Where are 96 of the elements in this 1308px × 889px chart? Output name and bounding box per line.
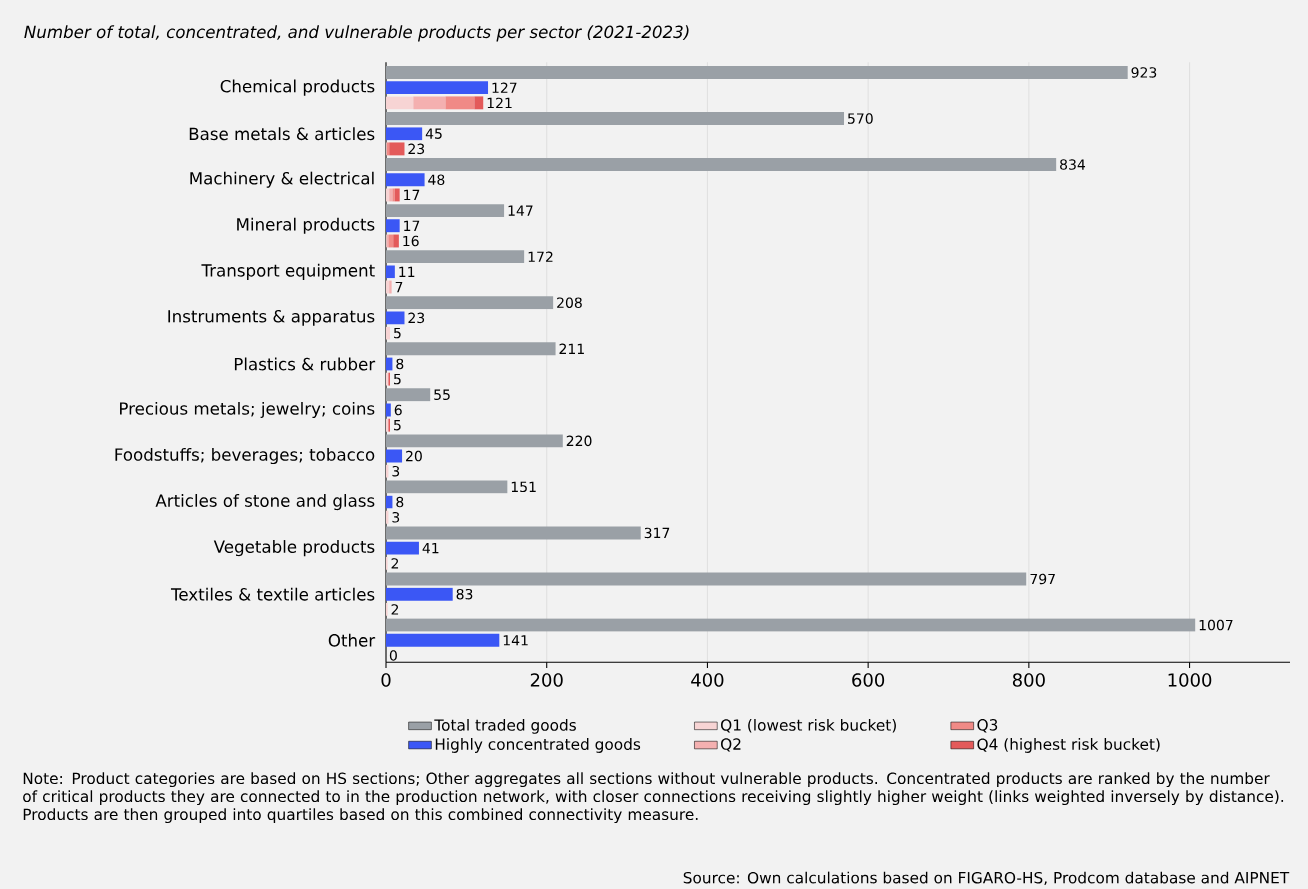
bar xyxy=(386,250,525,263)
bar xyxy=(386,434,563,448)
legend-label: Q1 (lowest risk bucket) xyxy=(721,718,896,733)
bar xyxy=(386,204,505,217)
bar xyxy=(386,480,508,494)
bar xyxy=(389,142,405,156)
annotation: 0 xyxy=(389,649,397,661)
annotation: 5 xyxy=(394,419,401,431)
data-label: 8 xyxy=(396,496,404,508)
annotation: 2 xyxy=(391,604,399,615)
bar xyxy=(386,618,1196,632)
data-label: 48 xyxy=(428,174,445,185)
data-label: 211 xyxy=(559,343,584,354)
annotation: 3 xyxy=(392,465,400,477)
annotation: 5 xyxy=(394,373,401,385)
bar xyxy=(386,342,556,356)
data-label: 55 xyxy=(434,389,450,400)
data-label: 570 xyxy=(848,113,873,124)
bar xyxy=(413,96,446,110)
bar xyxy=(386,127,423,140)
legend-label: Q2 xyxy=(721,738,741,752)
data-label: 45 xyxy=(425,128,442,139)
bar xyxy=(386,157,1057,171)
source-note: Source: Own calculations based on FIGARO-HS, Prodcom database and AIPNET xyxy=(683,871,1290,885)
annotation: 23 xyxy=(408,143,425,155)
x-tick-label: 600 xyxy=(852,673,885,687)
data-label: 797 xyxy=(1030,573,1055,585)
data-label: 220 xyxy=(566,435,592,446)
x-tick-label: 200 xyxy=(530,673,563,687)
bar xyxy=(386,633,500,647)
y-tick-label: Precious metals; jewelry; coins xyxy=(120,401,375,418)
annotation: 7 xyxy=(395,281,403,292)
y-tick-label: Base metals & articles xyxy=(189,127,375,140)
bar xyxy=(386,388,431,402)
legend-label: Highly concentrated goods xyxy=(435,737,641,753)
text: Note: Product categories are based on HS sections; Other aggregates all sections without vulnerable products. Concentrated products are ranked by the number of critical products they are connected to in the production network, with closer connections receiving slightly higher weight (links weighted inversely by distance). Products are then grouped into quartiles based on this combined connectivity measure. xyxy=(23,772,1284,823)
bar xyxy=(386,572,1027,586)
data-label: 172 xyxy=(528,251,553,262)
y-tick-label: Articles of stone and glass xyxy=(155,493,375,510)
y-tick-label: Chemical products xyxy=(220,79,375,96)
x-tick-label: 0 xyxy=(381,673,391,687)
data-label: 127 xyxy=(492,82,517,93)
annotation: 5 xyxy=(394,327,401,339)
y-tick-label: Machinery & electrical xyxy=(190,171,374,188)
y-tick-label: Instruments & apparatus xyxy=(168,309,375,326)
bar xyxy=(386,541,419,555)
x-tick-label: 800 xyxy=(1012,673,1045,687)
data-label: 83 xyxy=(456,588,473,600)
legend-label: Q4 (highest risk bucket) xyxy=(977,737,1160,753)
y-tick-label: Vegetable products xyxy=(213,539,375,557)
y-tick-label: Foodstuffs; beverages; tobacco xyxy=(115,447,375,464)
legend-label: Total traded goods xyxy=(434,718,576,734)
bar xyxy=(386,526,641,540)
y-tick-label: Textiles & textile articles xyxy=(170,587,375,601)
data-label: 923 xyxy=(1131,67,1157,78)
x-tick-label: 400 xyxy=(691,673,724,687)
data-label: 11 xyxy=(399,266,415,277)
y-tick-label: Plastics & rubber xyxy=(234,357,376,371)
bar xyxy=(474,96,484,110)
legend-label: Q3 xyxy=(977,718,998,733)
bar xyxy=(388,234,394,248)
bar xyxy=(386,311,405,325)
bar xyxy=(386,219,400,233)
y-tick-label: Transport equipment xyxy=(201,263,375,280)
annotation: 2 xyxy=(391,557,399,569)
bar xyxy=(386,296,554,309)
y-tick-label: Mineral products xyxy=(237,217,375,234)
annotation: 16 xyxy=(403,235,419,247)
data-label: 41 xyxy=(422,542,439,554)
data-label: 208 xyxy=(557,297,582,308)
data-label: 141 xyxy=(503,634,528,646)
data-label: 1007 xyxy=(1199,619,1233,631)
data-label: 17 xyxy=(404,220,420,231)
annotation: 17 xyxy=(404,189,420,200)
bar xyxy=(386,81,489,94)
annotation: 3 xyxy=(392,511,400,523)
data-label: 834 xyxy=(1060,159,1086,170)
x-tick-label: 1000 xyxy=(1168,673,1212,687)
data-label: 6 xyxy=(394,404,402,416)
data-label: 8 xyxy=(396,358,404,370)
bar xyxy=(393,234,399,248)
data-label: 151 xyxy=(511,481,536,492)
data-label: 147 xyxy=(508,205,533,216)
y-tick-label: Other xyxy=(328,633,376,647)
annotation: 121 xyxy=(487,97,512,108)
data-label: 23 xyxy=(408,312,425,324)
bar xyxy=(386,587,453,601)
chart-title: Number of total, concentrated, and vulnerable products per sector (2021-2023) xyxy=(24,25,689,42)
bar xyxy=(386,265,395,279)
bar xyxy=(445,96,475,110)
data-label: 20 xyxy=(406,450,422,462)
bar xyxy=(394,188,400,202)
data-label: 317 xyxy=(644,527,670,539)
bar xyxy=(386,65,1128,79)
bar xyxy=(386,173,425,187)
bar xyxy=(386,111,845,125)
